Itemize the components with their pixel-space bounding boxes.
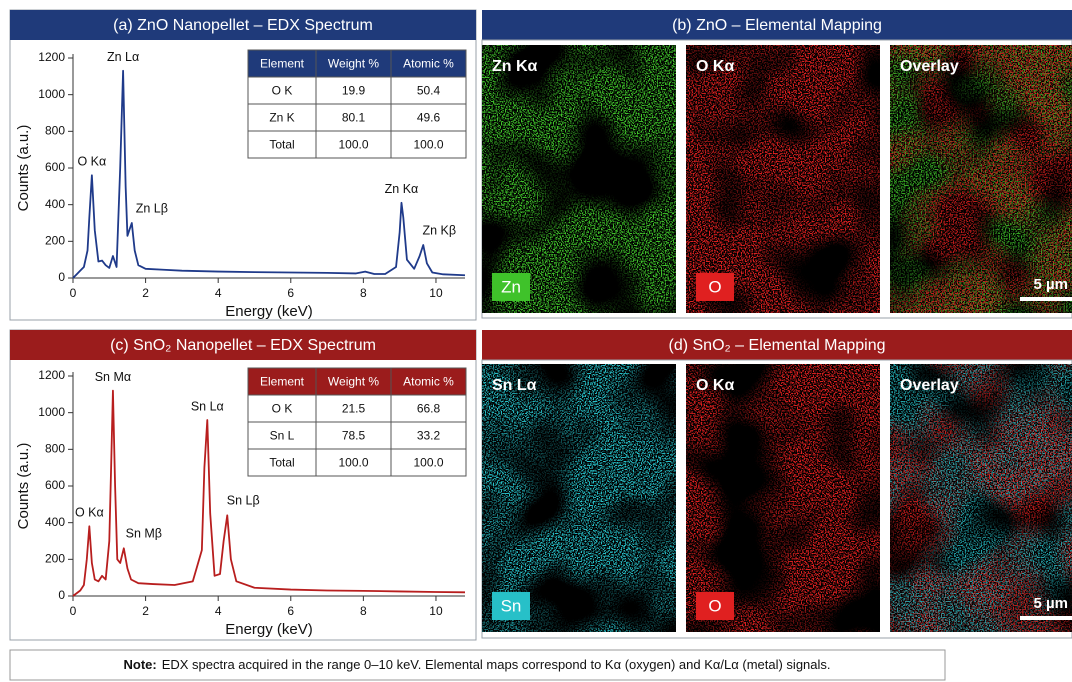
map-label: O Kα <box>696 377 734 394</box>
map-label: Overlay <box>900 58 959 75</box>
page: { "chart_data": [ { "type": "line", "tit… <box>0 0 1072 682</box>
scale-bar-label: 5 µm <box>1034 595 1069 612</box>
table-cell: 100.0 <box>413 456 443 470</box>
note-text: EDX spectra acquired in the range 0–10 k… <box>162 657 831 672</box>
map-badge-label: Zn <box>501 277 521 296</box>
y-tick-label: 1200 <box>38 368 65 382</box>
table-cell: 100.0 <box>413 138 443 152</box>
map-image <box>482 364 676 632</box>
table-cell: 21.5 <box>342 402 366 416</box>
table-cell: O K <box>272 84 293 98</box>
peak-label: O Kα <box>75 506 104 520</box>
map-badge-label: O <box>708 277 721 296</box>
table-header: Weight % <box>328 375 379 389</box>
map-label: Sn Lα <box>492 377 537 394</box>
table-header: Atomic % <box>403 57 454 71</box>
map-label: O Kα <box>696 58 734 75</box>
table-cell: 100.0 <box>338 138 368 152</box>
x-tick-label: 2 <box>142 286 149 300</box>
table-cell: 19.9 <box>342 84 366 98</box>
peak-label: Zn Kβ <box>422 223 456 237</box>
table-header: Element <box>260 57 305 71</box>
figure: Note: EDX spectra acquired in the range 0… <box>0 0 1072 682</box>
peak-label: Zn Lβ <box>136 201 168 215</box>
y-tick-label: 200 <box>45 234 65 248</box>
y-axis-label: Counts (a.u.) <box>15 443 32 530</box>
y-tick-label: 1200 <box>38 50 65 64</box>
table-cell: 78.5 <box>342 429 366 443</box>
table-cell: O K <box>272 402 293 416</box>
map-image-layer <box>890 45 1072 313</box>
map-title: (b) ZnO – Elemental Mapping <box>672 17 882 34</box>
map-label: Zn Kα <box>492 58 538 75</box>
x-tick-label: 6 <box>287 286 294 300</box>
table-cell: 66.8 <box>417 402 441 416</box>
table-header: Element <box>260 375 305 389</box>
map-title: (d) SnO₂ – Elemental Mapping <box>669 337 886 354</box>
y-tick-label: 1000 <box>38 87 65 101</box>
peak-label: Sn Lα <box>191 399 224 413</box>
map-image <box>686 45 880 313</box>
y-tick-label: 400 <box>45 515 65 529</box>
scale-bar <box>1020 616 1072 620</box>
y-tick-label: 800 <box>45 442 65 456</box>
y-tick-label: 0 <box>58 270 65 284</box>
note: Note: EDX spectra acquired in the range 0… <box>123 657 830 672</box>
table-cell: 49.6 <box>417 111 441 125</box>
map-badge-label: Sn <box>501 596 522 615</box>
x-tick-label: 8 <box>360 286 367 300</box>
y-tick-label: 600 <box>45 478 65 492</box>
x-tick-label: 0 <box>70 286 77 300</box>
table-cell: 100.0 <box>338 456 368 470</box>
peak-label: Sn Mα <box>95 370 131 384</box>
x-axis-label: Energy (keV) <box>225 621 313 638</box>
x-tick-label: 10 <box>429 286 443 300</box>
peak-label: O Kα <box>77 155 106 169</box>
y-tick-label: 1000 <box>38 405 65 419</box>
chart-title: (a) ZnO Nanopellet – EDX Spectrum <box>113 17 373 34</box>
table-header: Weight % <box>328 57 379 71</box>
map-image-layer <box>890 364 1072 632</box>
y-tick-label: 600 <box>45 160 65 174</box>
x-axis-label: Energy (keV) <box>225 303 313 320</box>
x-tick-label: 4 <box>215 286 222 300</box>
map-badge-label: O <box>708 596 721 615</box>
y-tick-label: 200 <box>45 552 65 566</box>
x-tick-label: 10 <box>429 604 443 618</box>
y-axis-label: Counts (a.u.) <box>15 125 32 212</box>
note-label: Note: <box>123 657 156 672</box>
map-image <box>482 45 676 313</box>
peak-label: Zn Lα <box>107 50 139 64</box>
table-header: Atomic % <box>403 375 454 389</box>
scale-bar <box>1020 297 1072 301</box>
table-cell: Zn K <box>269 111 294 125</box>
x-tick-label: 0 <box>70 604 77 618</box>
chart-title: (c) SnO₂ Nanopellet – EDX Spectrum <box>110 337 376 354</box>
x-tick-label: 8 <box>360 604 367 618</box>
table-cell: 33.2 <box>417 429 441 443</box>
table-cell: Total <box>269 456 294 470</box>
y-tick-label: 800 <box>45 124 65 138</box>
peak-label: Sn Mβ <box>126 527 162 541</box>
table-cell: 80.1 <box>342 111 366 125</box>
y-tick-label: 400 <box>45 197 65 211</box>
map-label: Overlay <box>900 377 959 394</box>
table-cell: Total <box>269 138 294 152</box>
x-tick-label: 2 <box>142 604 149 618</box>
y-tick-label: 0 <box>58 588 65 602</box>
peak-label: Sn Lβ <box>227 494 260 508</box>
table-cell: Sn L <box>270 429 295 443</box>
x-tick-label: 6 <box>287 604 294 618</box>
map-image <box>686 364 880 632</box>
scale-bar-label: 5 µm <box>1034 276 1069 293</box>
peak-label: Zn Kα <box>385 182 419 196</box>
table-cell: 50.4 <box>417 84 441 98</box>
x-tick-label: 4 <box>215 604 222 618</box>
